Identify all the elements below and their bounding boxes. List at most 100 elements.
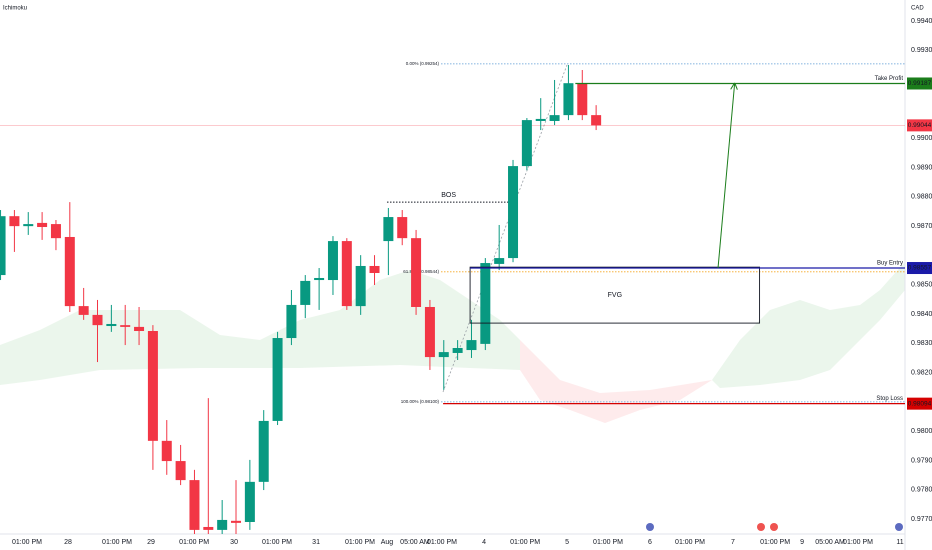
candle-body <box>78 306 89 315</box>
ichimoku-cloud <box>712 262 905 388</box>
candle-body <box>0 216 6 276</box>
candle-body <box>244 481 255 522</box>
fib-label: 61.80% (0.98544) <box>403 269 439 274</box>
x-tick-label: 01:00 PM <box>760 539 790 546</box>
x-tick-label: 4 <box>482 539 486 546</box>
candle-body <box>231 520 242 523</box>
x-tick-label: 01:00 PM <box>102 539 132 546</box>
x-tick-label: 05:00 AM <box>400 539 430 546</box>
candle-body <box>397 217 408 239</box>
x-tick-label: 01:00 PM <box>843 539 873 546</box>
candle-body <box>438 352 449 358</box>
x-tick-label: 01:00 PM <box>262 539 292 546</box>
event-icon[interactable] <box>646 523 654 531</box>
candle-body <box>591 115 602 126</box>
x-tick-label: 6 <box>648 539 652 546</box>
candle-body <box>563 83 574 116</box>
x-tick-label: 29 <box>147 539 155 546</box>
candle-body <box>120 325 131 327</box>
event-icon[interactable] <box>757 523 765 531</box>
candle-body <box>175 461 186 481</box>
price-label: 0.99187 <box>908 80 932 87</box>
x-tick-label: 01:00 PM <box>345 539 375 546</box>
candle-body <box>300 280 311 305</box>
event-icon[interactable] <box>770 523 778 531</box>
candle-body <box>23 224 34 227</box>
candle-body <box>452 347 463 353</box>
x-tick-label: 01:00 PM <box>427 539 457 546</box>
candle-body <box>50 224 61 239</box>
x-tick-label: 01:00 PM <box>593 539 623 546</box>
candle-body <box>258 420 269 482</box>
candle-body <box>161 440 172 462</box>
price-label-box <box>907 77 932 90</box>
price-label: 0.98094 <box>908 400 932 407</box>
candle-body <box>355 265 366 307</box>
x-tick-label: 01:00 PM <box>179 539 209 546</box>
x-tick-label: 31 <box>312 539 320 546</box>
price-label-box <box>907 397 932 410</box>
indicator-label: Ichimoku <box>3 6 27 12</box>
x-tick-label: 01:00 PM <box>675 539 705 546</box>
price-label-box <box>907 262 932 275</box>
fvg-box <box>469 266 761 324</box>
candle-body <box>327 241 338 281</box>
x-tick-label: 9 <box>800 539 804 546</box>
candle-body <box>203 526 214 530</box>
level-name: Buy Entry <box>877 261 903 267</box>
price-label-box <box>907 119 932 132</box>
fib-label: 100.00% (0.98100) <box>401 399 440 404</box>
candle-body <box>9 216 20 227</box>
price-label: 0.98557 <box>908 265 932 272</box>
candle-body <box>286 304 297 339</box>
candle-body <box>189 480 200 530</box>
event-icon[interactable] <box>895 523 903 531</box>
candle-body <box>383 217 394 242</box>
x-tick-label: 7 <box>731 539 735 546</box>
candle-body <box>369 265 380 274</box>
candle-body <box>521 120 532 167</box>
candle-body <box>508 166 519 259</box>
candle-body <box>147 331 158 441</box>
x-tick-label: 5 <box>565 539 569 546</box>
candle-body <box>549 115 560 121</box>
candle-body <box>577 83 588 116</box>
candle-body <box>217 519 228 530</box>
ichimoku-cloud <box>0 270 520 385</box>
target-arrow <box>717 83 735 269</box>
candle-body <box>480 263 491 344</box>
candle-body <box>37 222 48 228</box>
level-name: Take Profit <box>875 76 904 82</box>
candle-body <box>272 338 283 421</box>
candle-body <box>314 277 325 281</box>
x-tick-label: 01:00 PM <box>12 539 42 546</box>
candle-body <box>64 236 75 307</box>
x-tick-label: 30 <box>230 539 238 546</box>
x-tick-label: 28 <box>64 539 72 546</box>
candle-body <box>411 238 422 307</box>
x-tick-label: 11 <box>896 539 903 546</box>
candle-body <box>466 340 477 351</box>
bos-label: BOS <box>441 192 456 199</box>
candle-body <box>494 258 505 264</box>
candle-body <box>424 306 435 358</box>
x-tick-label: Aug <box>381 539 394 546</box>
level-name: Stop Loss <box>876 396 903 402</box>
candle-body <box>92 314 103 326</box>
candle-body <box>134 326 145 332</box>
fvg-label: FVG <box>608 292 622 299</box>
